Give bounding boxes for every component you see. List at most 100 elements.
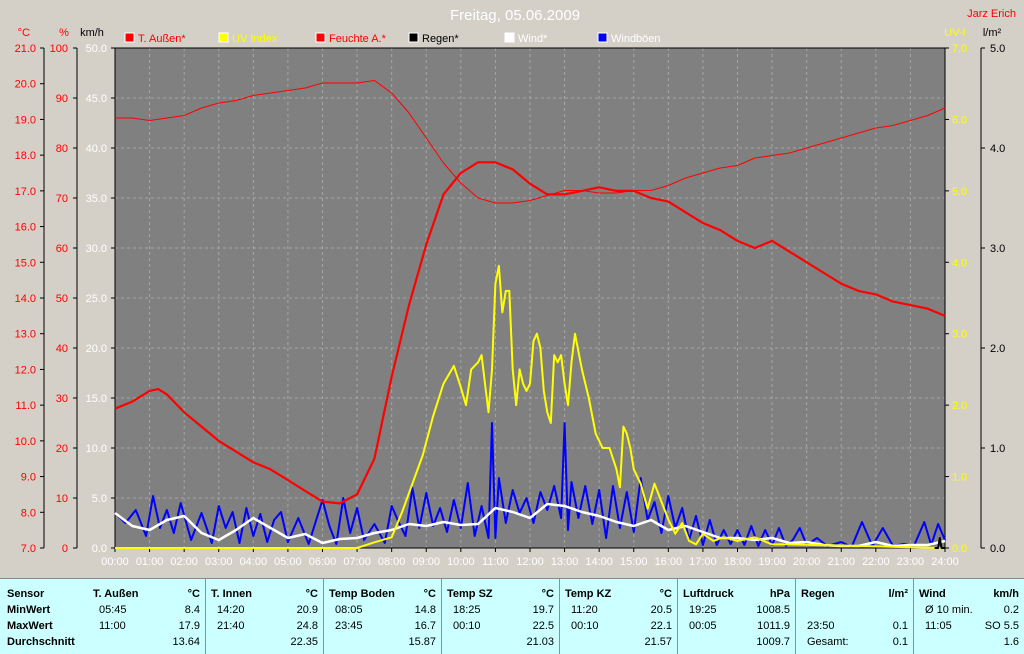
sensor-unit: °C [187,588,200,600]
tick-label-temp: 13.0 [15,329,36,341]
tick-label-humidity: 90 [56,93,68,105]
stat-value: 1009.7 [756,636,790,648]
stat-value: 1011.9 [757,620,790,632]
tick-label-temp: 20.0 [15,79,36,91]
stats-row-max: 11:05 SO 5.5 [919,620,1019,634]
series-line-t-außen [114,161,946,505]
stat-value: 19.7 [532,604,554,616]
stats-row-min: 05:45 8.4 [93,604,200,618]
sensor-name: Temp SZ [447,588,493,600]
x-tick-label: 03:00 [205,556,233,568]
stats-column: T. Innen °C 14:20 20.9 21:40 24.8 22.35 [205,579,323,654]
sensor-name: T. Innen [211,588,252,600]
stats-column: Temp SZ °C 18:25 19.7 00:10 22.5 21.03 [441,579,559,654]
tick-label-temp: 9.0 [21,472,36,484]
stats-column: Luftdruck hPa 19:25 1008.5 00:05 1011.9 1009.7 [677,579,795,654]
legend-label: T. Außen* [138,33,186,45]
stats-row-max: 23:45 16.7 [329,620,436,634]
tick-label-temp: 19.0 [15,114,36,126]
stats-row-avg: 13.64 [93,636,200,650]
tick-label-humidity: 40 [56,343,68,355]
x-tick-label: 20:00 [793,556,821,568]
tick-label-humidity: 10 [56,493,68,505]
x-tick-label: 13:00 [551,556,579,568]
x-tick-label: 16:00 [655,556,683,568]
stat-value: 13.64 [172,636,200,648]
tick-label-temp: 18.0 [15,150,36,162]
x-tick-label: 24:00 [931,556,959,568]
stats-column: Temp KZ °C 11:20 20.5 00:10 22.1 21.57 [559,579,677,654]
stats-column: T. Außen °C 05:45 8.4 11:00 17.9 13.64 [88,579,205,654]
tick-label-temp: 12.0 [15,364,36,376]
legend-swatch [504,32,515,43]
sensor-name: Temp Boden [329,588,395,600]
stat-time: 11:20 [571,604,598,616]
x-tick-label: 17:00 [689,556,717,568]
x-tick-label: 10:00 [447,556,475,568]
tick-label-humidity: 80 [56,143,68,155]
stats-column-header: T. Außen °C [93,588,200,602]
tick-label-rain: 2.0 [990,343,1005,355]
tick-label-wind: 25.0 [86,293,107,305]
stat-time: 21:40 [217,620,245,632]
durchschnitt-label: Durchschnitt [7,636,75,648]
x-tick-label: 07:00 [343,556,371,568]
sensor-unit: °C [423,588,436,600]
stat-value: 0.2 [1003,604,1019,616]
tick-label-humidity: 100 [50,43,68,55]
x-tick-label: 14:00 [585,556,613,568]
tick-label-temp: 17.0 [15,186,36,198]
tick-label-uv: 0.0 [952,543,967,555]
stats-row-avg: 21.03 [447,636,554,650]
stats-row-avg: Gesamt: 0.1 [801,636,908,650]
x-tick-label: 09:00 [412,556,440,568]
tick-label-wind: 5.0 [92,493,107,505]
axis-unit-wind: km/h [80,27,104,39]
stats-row-avg: 1009.7 [683,636,790,650]
tick-label-rain: 1.0 [990,443,1005,455]
stat-time: 14:20 [217,604,245,616]
series-group [114,80,946,549]
stat-time: Ø 10 min. [925,604,973,616]
tick-label-rain: 5.0 [990,43,1005,55]
x-tick-label: 01:00 [136,556,164,568]
stat-time: 00:10 [453,620,481,632]
legend-swatch [124,32,135,43]
x-tick-label: 19:00 [758,556,786,568]
legend-label: Regen* [422,33,459,45]
stats-column-header: Regen l/m² [801,588,908,602]
stat-value: 0.1 [892,620,908,632]
stats-row-max: 23:50 0.1 [801,620,908,634]
stat-value: 21.03 [526,636,554,648]
stat-value: 1008.5 [756,604,790,616]
legend-swatch [315,32,326,43]
tick-label-humidity: 20 [56,443,68,455]
maxwert-label: MaxWert [7,620,53,632]
legend-label: UV Index [232,33,278,45]
stat-time: 19:25 [689,604,717,616]
tick-label-rain: 4.0 [990,143,1005,155]
stats-column-header: Luftdruck hPa [683,588,790,602]
stats-row-min: 19:25 1008.5 [683,604,790,618]
tick-label-temp: 11.0 [15,400,36,412]
tick-label-humidity: 50 [56,293,68,305]
stat-value: 8.4 [184,604,200,616]
tick-label-uv: 2.0 [952,400,967,412]
stat-value: 15.87 [408,636,436,648]
x-tick-label: 11:00 [482,556,509,568]
axis-unit-uv: UV-I [944,27,965,39]
sensor-name: Temp KZ [565,588,612,600]
tick-label-wind: 45.0 [86,93,107,105]
tick-label-uv: 3.0 [952,329,967,341]
stats-column-header: Wind km/h [919,588,1019,602]
tick-label-wind: 20.0 [86,343,107,355]
x-tick-label: 12:00 [516,556,544,568]
tick-label-humidity: 60 [56,243,68,255]
legend-swatch [408,32,419,43]
stat-value: 14.8 [414,604,436,616]
stats-row-min: 14:20 20.9 [211,604,318,618]
series-line-regen [934,537,945,549]
stats-row-min: Ø 10 min. 0.2 [919,604,1019,618]
x-tick-label: 02:00 [170,556,198,568]
series-line-windböen [114,422,946,548]
